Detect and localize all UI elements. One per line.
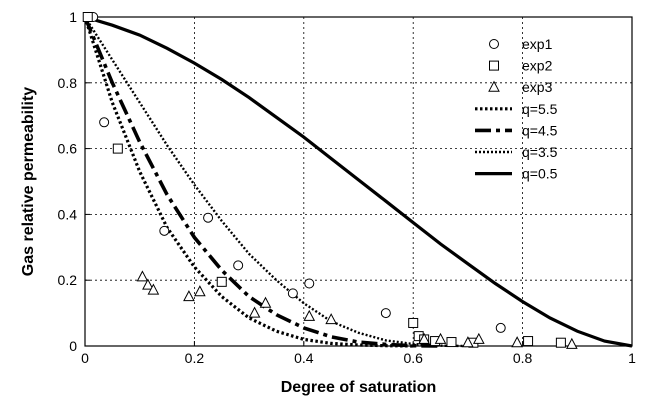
y-tick-label: 0.4: [58, 206, 78, 222]
curve-q-5-5: [83, 16, 414, 348]
x-tick-label: 0.4: [294, 350, 314, 366]
point-exp3: [511, 336, 523, 348]
legend-label-q-4-5: q=4.5: [522, 122, 558, 138]
y-axis-title: Gas relative permeability: [20, 87, 37, 277]
plot-frame: [84, 16, 633, 347]
y-tick-label: 1: [69, 9, 77, 25]
legend-label-exp2: exp2: [522, 58, 553, 74]
experimental-points: [82, 12, 578, 349]
point-exp1: [203, 212, 214, 223]
legend-label-exp3: exp3: [522, 79, 553, 95]
x-tick-label: 0.6: [403, 350, 423, 366]
point-exp3: [194, 285, 206, 297]
y-tick-label: 0.2: [58, 272, 78, 288]
point-exp2: [446, 337, 457, 348]
point-exp3: [473, 332, 485, 344]
point-exp2: [555, 337, 566, 348]
y-tick-label: 0: [69, 338, 77, 354]
point-exp3: [418, 332, 430, 344]
legend-label-q-5-5: q=5.5: [522, 101, 558, 117]
point-exp2: [523, 336, 534, 347]
point-exp1: [159, 225, 170, 236]
x-tick-label: 1: [628, 350, 636, 366]
point-exp2: [112, 143, 123, 154]
curve-q-0-5: [84, 15, 633, 348]
x-tick-label: 0.2: [185, 350, 205, 366]
point-exp1: [233, 260, 244, 271]
point-exp2: [82, 12, 93, 22]
point-exp3: [325, 313, 337, 325]
point-exp3: [142, 278, 154, 290]
y-tick-label: 0.8: [58, 75, 78, 91]
point-exp3: [136, 270, 149, 282]
grid: [85, 17, 632, 346]
legend-label-q-3-5: q=3.5: [522, 144, 558, 160]
x-axis: 0 0.2 0.4 0.6 0.8 1: [81, 341, 636, 366]
legend: exp1 exp2 exp3 q=5.5 q=4.5 q=3.5 q=0.5: [475, 36, 558, 182]
curve-q-3-5: [83, 16, 468, 348]
point-exp2: [408, 317, 419, 328]
point-exp1: [287, 288, 298, 299]
point-exp3: [248, 306, 261, 318]
curve-q-4-5: [83, 16, 441, 348]
point-exp3: [259, 296, 272, 308]
x-tick-label: 0.8: [513, 350, 533, 366]
point-exp3: [303, 309, 316, 321]
point-exp1: [304, 278, 315, 289]
legend-swatch-exp1: [489, 39, 499, 49]
point-exp3: [566, 337, 578, 349]
legend-label-exp1: exp1: [522, 36, 553, 52]
point-exp3: [434, 332, 447, 344]
point-exp3: [462, 336, 474, 348]
x-axis-title: Degree of saturation: [281, 379, 437, 396]
legend-swatch-exp2: [489, 60, 499, 71]
point-exp2: [216, 276, 227, 287]
point-exp1: [380, 308, 391, 319]
x-tick-label: 0: [81, 350, 89, 366]
legend-label-q-0-5: q=0.5: [522, 166, 558, 182]
y-tick-label: 0.6: [58, 141, 78, 157]
legend-swatch-exp3: [488, 80, 500, 92]
point-exp1: [99, 117, 110, 128]
point-exp3: [147, 283, 160, 295]
point-exp3: [183, 290, 195, 302]
point-exp1: [495, 322, 506, 333]
